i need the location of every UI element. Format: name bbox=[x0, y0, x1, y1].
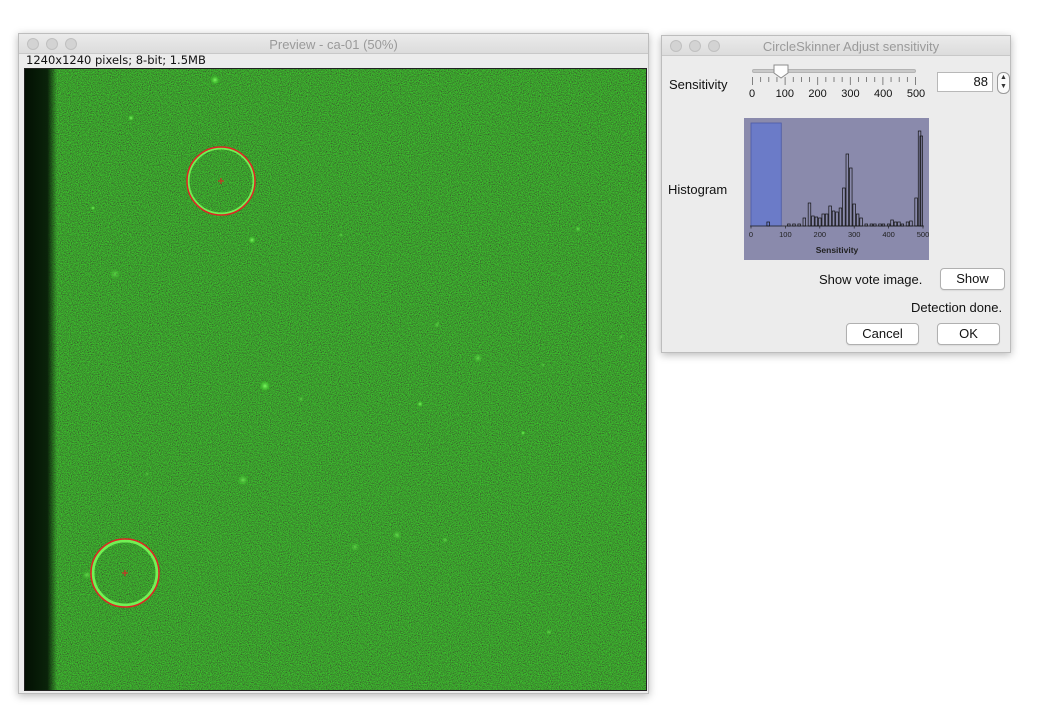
sensitivity-slider-thumb[interactable] bbox=[773, 64, 789, 79]
histogram-bar bbox=[914, 197, 918, 227]
histogram-bar bbox=[835, 211, 839, 227]
detected-circle-2 bbox=[90, 538, 160, 608]
histogram-bar bbox=[845, 153, 849, 227]
histogram-bar bbox=[766, 221, 770, 227]
histogram-bar bbox=[886, 223, 891, 227]
histogram-tick-labels: 0 100 200 300 400 500 bbox=[749, 226, 929, 239]
show-vote-label: Show vote image. bbox=[819, 272, 923, 287]
minimize-window-button[interactable] bbox=[46, 38, 58, 50]
histogram-bar bbox=[807, 202, 812, 227]
status-text: Detection done. bbox=[911, 300, 1003, 315]
chevron-up-icon[interactable]: ▲ bbox=[1000, 74, 1007, 81]
dialog-zoom-button[interactable] bbox=[708, 40, 720, 52]
sensitivity-spinner[interactable]: ▲ ▼ bbox=[997, 72, 1010, 94]
show-vote-button[interactable]: Show bbox=[940, 268, 1005, 290]
fluorescent-spots bbox=[81, 74, 624, 636]
histogram-x-label: Sensitivity bbox=[816, 245, 859, 255]
slider-tick-label: 300 bbox=[841, 88, 860, 100]
histogram-bar bbox=[900, 223, 905, 227]
close-window-button[interactable] bbox=[27, 38, 39, 50]
preview-window: Preview - ca-01 (50%) 1240x1240 pixels; … bbox=[18, 33, 649, 694]
slider-tick-label: 400 bbox=[874, 88, 893, 100]
chevron-down-icon[interactable]: ▼ bbox=[1000, 83, 1007, 90]
sensitivity-slider-track[interactable] bbox=[752, 69, 916, 73]
histogram-bar bbox=[897, 221, 901, 227]
cancel-button[interactable]: Cancel bbox=[846, 323, 919, 345]
histogram-tick-label: 0 bbox=[749, 230, 753, 239]
histogram-bar bbox=[859, 217, 863, 227]
preview-titlebar[interactable]: Preview - ca-01 (50%) bbox=[19, 34, 648, 54]
dialog-titlebar[interactable]: CircleSkinner Adjust sensitivity bbox=[662, 36, 1010, 56]
histogram-bar bbox=[838, 207, 843, 227]
slider-tick-label: 0 bbox=[748, 88, 756, 100]
detected-circle-1 bbox=[186, 146, 256, 216]
histogram-bar bbox=[828, 205, 832, 227]
histogram-bar bbox=[917, 130, 922, 227]
preview-window-title: Preview - ca-01 (50%) bbox=[269, 37, 398, 52]
histogram-bar bbox=[869, 223, 874, 227]
dialog-close-button[interactable] bbox=[670, 40, 682, 52]
histogram-bar bbox=[890, 219, 894, 227]
histogram-chart: 0 100 200 300 400 500 Sensitivity bbox=[749, 122, 929, 255]
slider-tick-label: 100 bbox=[775, 88, 794, 100]
sensitivity-value-field[interactable]: 88 bbox=[937, 72, 993, 92]
sensitivity-label: Sensitivity bbox=[669, 77, 728, 92]
histogram-bar bbox=[849, 167, 853, 227]
histogram-bar bbox=[842, 187, 846, 227]
histogram-bar bbox=[818, 217, 822, 227]
histogram-tick-label: 100 bbox=[779, 230, 792, 239]
histogram-bar bbox=[905, 221, 910, 227]
histogram-panel: 0 100 200 300 400 500 Sensitivity bbox=[744, 118, 929, 260]
histogram-bar bbox=[864, 223, 868, 227]
histogram-tick-label: 500 bbox=[917, 230, 929, 239]
histogram-bar bbox=[881, 223, 886, 227]
histogram-bar bbox=[873, 223, 877, 227]
dialog-minimize-button[interactable] bbox=[689, 40, 701, 52]
histogram-bar bbox=[855, 213, 860, 227]
slider-tick-label: 500 bbox=[906, 88, 926, 100]
histogram-bar bbox=[878, 223, 882, 227]
histogram-bar bbox=[919, 135, 923, 227]
sensitivity-range-highlight bbox=[750, 122, 782, 227]
histogram-tick-label: 200 bbox=[814, 230, 827, 239]
histogram-bar bbox=[811, 215, 815, 227]
histogram-tick-label: 300 bbox=[848, 230, 861, 239]
histogram-bar bbox=[814, 216, 819, 227]
histogram-bar bbox=[821, 213, 825, 227]
sensitivity-slider-tick-labels: 0 100 200 300 400 500 bbox=[745, 88, 925, 102]
slider-tick-label: 200 bbox=[808, 88, 827, 100]
histogram-bar bbox=[797, 223, 801, 227]
histogram-bar bbox=[825, 213, 829, 227]
ok-button[interactable]: OK bbox=[937, 323, 1000, 345]
sensitivity-slider-ticks bbox=[752, 77, 916, 85]
window-controls bbox=[27, 38, 77, 50]
dialog-window-controls bbox=[670, 40, 720, 52]
image-info-text: 1240x1240 pixels; 8-bit; 1.5MB bbox=[26, 53, 206, 67]
zoom-window-button[interactable] bbox=[65, 38, 77, 50]
histogram-bar bbox=[792, 223, 796, 227]
histogram-tick-label: 400 bbox=[882, 230, 895, 239]
histogram-bar bbox=[802, 217, 806, 227]
microscopy-image[interactable] bbox=[24, 68, 647, 691]
histogram-bar bbox=[852, 203, 856, 227]
histogram-bar bbox=[787, 223, 791, 227]
histogram-bar bbox=[831, 210, 836, 227]
histogram-bar bbox=[893, 221, 898, 227]
histogram-bars bbox=[766, 130, 923, 227]
histogram-label: Histogram bbox=[668, 182, 728, 197]
dialog-title: CircleSkinner Adjust sensitivity bbox=[762, 39, 940, 54]
histogram-bar bbox=[909, 220, 913, 227]
